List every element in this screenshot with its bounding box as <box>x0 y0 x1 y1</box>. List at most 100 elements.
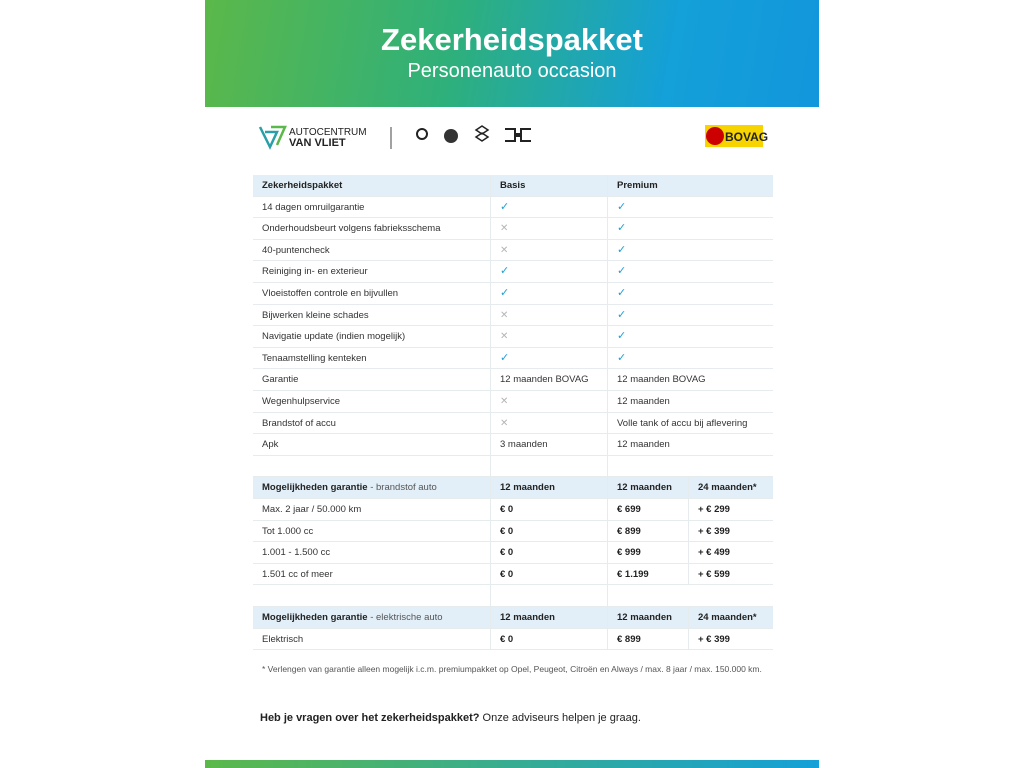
cell-text: Volle tank of accu bij aflevering <box>617 417 748 429</box>
cell-text: 12 maanden BOVAG <box>500 374 589 386</box>
check-icon: ✓ <box>500 287 510 299</box>
table-cell: ✓ <box>490 347 607 370</box>
dealer-mark <box>271 125 287 146</box>
table-cell: ✓ <box>607 239 773 262</box>
table-cell: ✓ <box>607 283 773 305</box>
table-cell: ✓ <box>490 261 607 283</box>
cell-text: 12 maanden <box>617 482 672 494</box>
cell-text: 12 maanden <box>617 396 670 407</box>
cell-text: € 1.199 <box>617 568 649 580</box>
table-cell: 1.001 - 1.500 cc <box>253 542 490 564</box>
cell-text: € 899 <box>617 525 641 537</box>
footnote: * Verlengen van garantie alleen mogelijk… <box>262 664 762 674</box>
cell-text: Tenaamstelling kenteken <box>262 352 367 364</box>
table-cell: € 0 <box>490 520 607 543</box>
cell-text: € 0 <box>500 504 514 515</box>
cell-text: Max. 2 jaar / 50.000 km <box>262 504 362 515</box>
cross-icon: ✕ <box>500 223 509 235</box>
section-subtitle: - brandstof auto <box>370 482 437 494</box>
closing: Heb je vragen over het zekerheidspakket?… <box>260 712 641 724</box>
section-subtitle: - elektrische auto <box>370 612 443 623</box>
subtitle: Personenauto occasion <box>407 60 617 82</box>
cell-text: 12 maanden <box>617 612 672 623</box>
table-cell <box>607 455 773 478</box>
brand-icon <box>505 128 531 142</box>
table-cell: 12 maanden <box>490 607 607 629</box>
cell-text: + € 399 <box>698 525 730 537</box>
table-cell: Navigatie update (indien mogelijk) <box>253 326 490 348</box>
cell-text: € 999 <box>617 547 641 559</box>
table-cell: + € 499 <box>688 542 773 564</box>
check-icon: ✓ <box>617 222 627 235</box>
cell-text: € 0 <box>500 547 514 559</box>
table-cell: Vloeistoffen controle en bijvullen <box>253 283 490 305</box>
table-cell: € 999 <box>607 542 688 564</box>
cross-icon: ✕ <box>500 331 509 343</box>
table-cell: € 1.199 <box>607 563 688 586</box>
table-cell: Premium <box>607 175 773 197</box>
cell-text: € 0 <box>500 525 514 537</box>
cell-text: Reiniging in- en exterieur <box>262 266 368 278</box>
cell-text: + € 599 <box>698 568 730 580</box>
table-cell: Apk <box>253 434 490 456</box>
cell-text: 24 maanden* <box>698 482 757 494</box>
cell-text: Garantie <box>262 374 299 386</box>
table-cell: ✕ <box>490 412 607 435</box>
check-icon: ✓ <box>617 265 627 278</box>
table-cell: 24 maanden* <box>688 607 773 629</box>
cell-text: Brandstof of accu <box>262 417 336 429</box>
table-cell: Wegenhulpservice <box>253 391 490 413</box>
logo-row: AUTOCENTRUM VAN VLIET BOVAG <box>258 125 768 150</box>
table-cell: ✕ <box>490 218 607 240</box>
cell-text: € 0 <box>500 633 514 645</box>
cell-text: + € 299 <box>698 504 730 515</box>
table-cell: Garantie <box>253 369 490 391</box>
header-banner <box>205 0 819 107</box>
table-cell <box>490 585 607 607</box>
table-cell: Brandstof of accu <box>253 413 490 435</box>
table-cell <box>607 585 773 607</box>
table-cell: Tot 1.000 cc <box>253 521 490 543</box>
table-cell: Onderhoudsbeurt volgens fabrieksschema <box>253 218 490 240</box>
cell-text: € 699 <box>617 504 641 515</box>
cell-text: 40-puntencheck <box>262 244 330 256</box>
table-cell: ✓ <box>490 283 607 305</box>
cross-icon: ✕ <box>500 309 509 321</box>
table-cell: Tenaamstelling kenteken <box>253 348 490 370</box>
table-cell: 12 maanden BOVAG <box>607 369 773 391</box>
footer-band <box>205 760 819 768</box>
cell-text: 12 maanden <box>617 439 670 451</box>
cell-text: Basis <box>500 180 526 191</box>
table-cell: Reiniging in- en exterieur <box>253 261 490 283</box>
cell-text: Vloeistoffen controle en bijvullen <box>262 288 399 299</box>
table-cell <box>253 456 490 478</box>
table-cell: + € 399 <box>688 520 773 543</box>
table-cell: 1.501 cc of meer <box>253 564 490 586</box>
table-cell: € 0 <box>490 542 607 564</box>
check-icon: ✓ <box>500 200 510 213</box>
table-cell: Mogelijkheden garantie - brandstof auto <box>253 477 490 499</box>
check-icon: ✓ <box>617 330 627 343</box>
cell-text: 3 maanden <box>500 439 548 451</box>
table-cell: ✓ <box>607 196 773 219</box>
table-cell: € 0 <box>490 628 607 651</box>
table-cell: € 899 <box>607 628 688 651</box>
brand-icon <box>474 125 490 142</box>
table-cell: ✓ <box>490 196 607 219</box>
table-cell: Mogelijkheden garantie - elektrische aut… <box>253 607 490 629</box>
cell-text: 1.001 - 1.500 cc <box>262 547 331 559</box>
cross-icon: ✕ <box>500 417 509 429</box>
table-cell: ✕ <box>490 239 607 262</box>
table-cell: ✓ <box>607 326 773 348</box>
table-cell <box>490 455 607 478</box>
cell-text: 12 maanden BOVAG <box>617 374 706 386</box>
section-title: Mogelijkheden garantie <box>262 612 368 623</box>
cross-icon: ✕ <box>500 244 509 256</box>
dealer-mark <box>258 126 279 150</box>
check-icon: ✓ <box>617 287 627 299</box>
table-cell: 3 maanden <box>490 434 607 456</box>
cell-text: Zekerheidspakket <box>262 180 343 191</box>
bovag-text: BOVAG <box>725 130 768 144</box>
table-cell: Basis <box>490 175 607 197</box>
